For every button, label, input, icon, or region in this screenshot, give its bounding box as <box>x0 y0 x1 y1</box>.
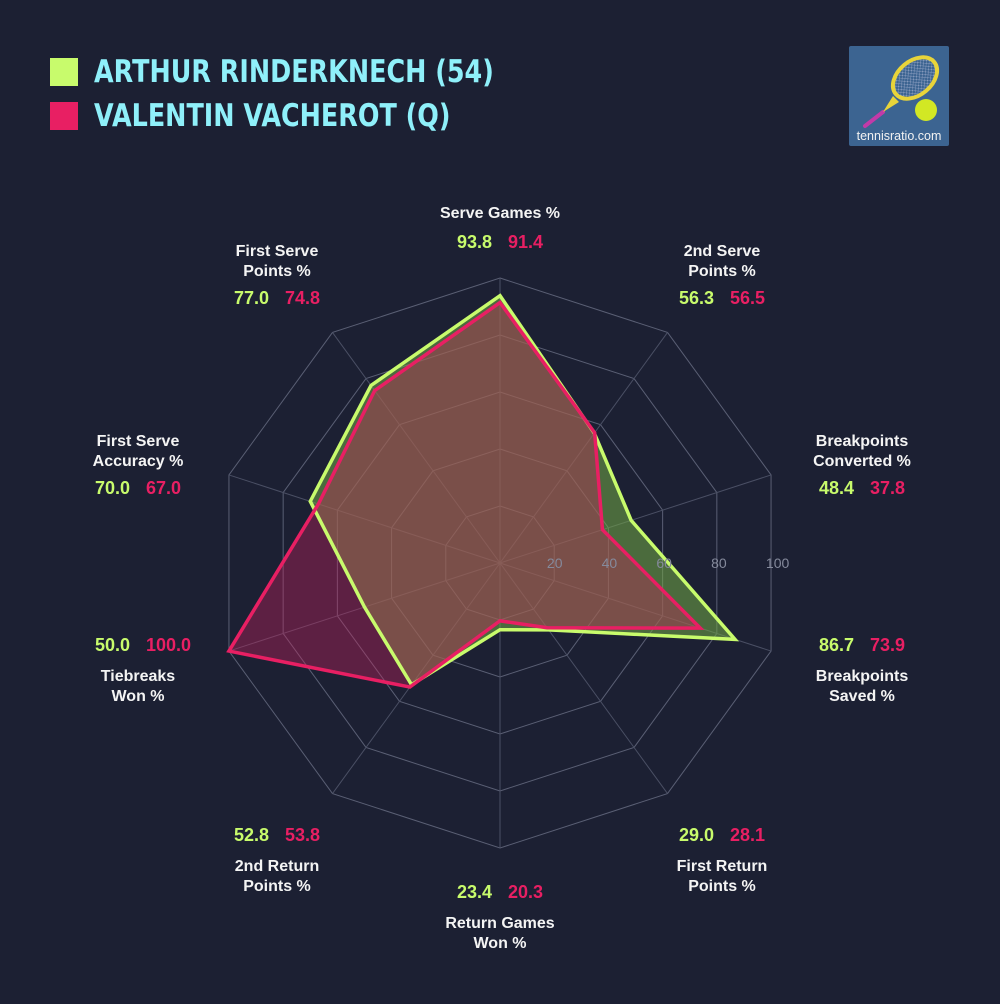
legend-label-player-2: VALENTIN VACHEROT (Q) <box>94 98 451 134</box>
axis-label: Serve Games % <box>440 205 560 222</box>
value-label-player-1: 77.0 <box>234 288 269 308</box>
value-label-player-1: 23.4 <box>457 882 492 902</box>
tick-label: 40 <box>602 555 618 571</box>
axis-label: First Serve <box>236 243 319 260</box>
axis-label: Tiebreaks <box>101 668 176 685</box>
value-label-player-1: 70.0 <box>95 478 130 498</box>
axis-label: 2nd Return <box>235 858 319 875</box>
series-area-1 <box>310 295 736 685</box>
radar-series <box>226 293 740 689</box>
value-label-player-2: 53.8 <box>285 825 320 845</box>
axis-label: Saved % <box>829 688 895 705</box>
legend-label-player-1: ARTHUR RINDERKNECH (54) <box>94 54 494 90</box>
tennisratio-logo[interactable]: tennisratio.com <box>849 46 949 146</box>
value-label-player-1: 56.3 <box>679 288 714 308</box>
tick-label: 100 <box>766 555 790 571</box>
series-area-2 <box>228 302 701 688</box>
value-label-player-2: 67.0 <box>146 478 181 498</box>
axis-label: Converted % <box>813 453 911 470</box>
logo-text: tennisratio.com <box>856 129 942 143</box>
value-label-player-1: 29.0 <box>679 825 714 845</box>
axis-label: Breakpoints <box>816 668 909 685</box>
legend-item-player-2[interactable]: VALENTIN VACHEROT (Q) <box>50 94 582 138</box>
axis-label: Won % <box>473 935 526 952</box>
axis-label: 2nd Serve <box>684 243 761 260</box>
legend: ARTHUR RINDERKNECH (54) VALENTIN VACHERO… <box>50 50 582 138</box>
axis-label: Accuracy % <box>93 453 184 470</box>
axis-label: First Return <box>677 858 768 875</box>
value-label-player-2: 91.4 <box>508 232 543 252</box>
axis-label: Points % <box>243 263 311 280</box>
tick-label: 60 <box>656 555 672 571</box>
tennis-racket-ball-icon <box>863 55 940 128</box>
axis-label: Points % <box>688 878 756 895</box>
axis-label: Points % <box>243 878 311 895</box>
value-label-player-2: 28.1 <box>730 825 765 845</box>
axis-label: Points % <box>688 263 756 280</box>
value-label-player-1: 52.8 <box>234 825 269 845</box>
value-label-player-2: 74.8 <box>285 288 320 308</box>
radar-labels: 20 40 60 80 100 Serve Games % 93.8 91.4 2nd Serv… <box>93 205 911 952</box>
value-label-player-1: 48.4 <box>819 478 854 498</box>
value-label-player-2: 100.0 <box>146 635 191 655</box>
axis-label: First Serve <box>97 433 180 450</box>
legend-swatch-player-2 <box>50 102 78 130</box>
value-label-player-1: 93.8 <box>457 232 492 252</box>
value-label-player-2: 73.9 <box>870 635 905 655</box>
value-label-player-2: 37.8 <box>870 478 905 498</box>
axis-label: Return Games <box>445 915 554 932</box>
axis-label: Breakpoints <box>816 433 909 450</box>
value-label-player-2: 56.5 <box>730 288 765 308</box>
value-label-player-1: 50.0 <box>95 635 130 655</box>
value-label-player-2: 20.3 <box>508 882 543 902</box>
value-label-player-1: 86.7 <box>819 635 854 655</box>
tick-label: 20 <box>547 555 563 571</box>
axis-label: Won % <box>111 688 164 705</box>
tick-label: 80 <box>711 555 727 571</box>
legend-swatch-player-1 <box>50 58 78 86</box>
legend-item-player-1[interactable]: ARTHUR RINDERKNECH (54) <box>50 50 582 94</box>
